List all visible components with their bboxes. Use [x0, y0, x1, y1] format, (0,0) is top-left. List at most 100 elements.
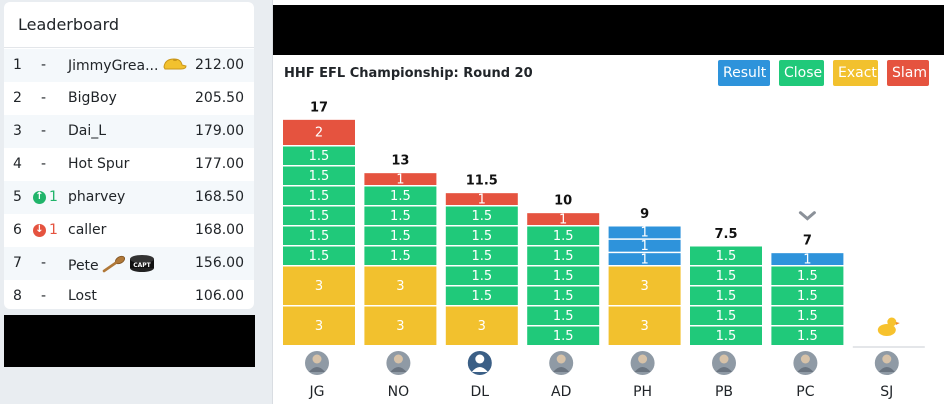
player-score: 156.00 — [195, 255, 244, 271]
leaderboard-row[interactable]: 8 - Lost 106.00 — [4, 280, 254, 309]
player-initials: PB — [715, 384, 733, 400]
bar-segment-close[interactable] — [527, 326, 600, 345]
segment-value: 1.5 — [553, 229, 574, 244]
player-name-cell: caller — [68, 222, 106, 238]
bar-segment-result[interactable] — [608, 239, 681, 252]
player-score: 179.00 — [195, 123, 244, 139]
segment-value: 3 — [640, 279, 648, 294]
player-name-cell: Dai_L — [68, 123, 106, 139]
arrow-down-icon: ↓ — [33, 223, 46, 237]
player-score: 177.00 — [195, 156, 244, 172]
bar-segment-exact[interactable] — [364, 306, 437, 345]
bar-segment-close[interactable] — [283, 226, 355, 246]
chevron-down-icon[interactable] — [798, 211, 816, 221]
segment-value: 1.5 — [716, 269, 737, 284]
player-score: 168.00 — [195, 222, 244, 238]
bar-segment-result[interactable] — [608, 253, 681, 266]
filter-close-button[interactable]: Close — [779, 60, 824, 86]
leaderboard-row[interactable]: 5 ↑ 1 pharvey 168.50 — [4, 181, 254, 214]
leaderboard-row[interactable]: 2 - BigBoy 205.50 — [4, 82, 254, 115]
rubber-duck-beak — [895, 322, 900, 325]
player-name: Lost — [68, 288, 97, 304]
bar-segment-close[interactable] — [283, 206, 355, 226]
bar-segment-close[interactable] — [527, 266, 600, 286]
bar-segment-close[interactable] — [445, 246, 518, 266]
avatar-body — [797, 367, 814, 372]
bar-segment-exact[interactable] — [608, 306, 681, 345]
player-initials: PH — [633, 384, 652, 400]
bar-segment-close[interactable] — [283, 186, 355, 206]
bar-segment-close[interactable] — [771, 286, 844, 306]
bar-segment-exact[interactable] — [283, 306, 355, 345]
bar-segment-exact[interactable] — [445, 306, 518, 345]
round-stacked-chart: 331.51.51.51.51.51.5217JG331.51.51.51.51… — [283, 100, 925, 400]
rank-number: 1 — [13, 57, 22, 73]
avatar-head — [638, 354, 648, 364]
leaderboard-row[interactable]: 4 - Hot Spur 177.00 — [4, 148, 254, 181]
leaderboard-row[interactable]: 6 ↓ 1 caller 168.00 — [4, 214, 254, 247]
arrow-up-icon: ↑ — [33, 190, 46, 204]
bar-segment-close[interactable] — [771, 326, 844, 345]
bar-segment-result[interactable] — [608, 226, 681, 239]
bar-segment-close[interactable] — [364, 206, 437, 226]
segment-value: 1.5 — [716, 249, 737, 264]
bar-segment-close[interactable] — [527, 306, 600, 326]
rank-movement: ↓ 1 — [33, 222, 63, 238]
bar-segment-close[interactable] — [690, 306, 762, 326]
bar-segment-close[interactable] — [445, 226, 518, 246]
bar-segment-close[interactable] — [690, 326, 762, 345]
segment-value: 3 — [315, 279, 323, 294]
bar-segment-close[interactable] — [690, 266, 762, 286]
filter-result-button[interactable]: Result — [718, 60, 770, 86]
bar-segment-close[interactable] — [445, 266, 518, 286]
bar-segment-exact[interactable] — [364, 266, 437, 306]
leaderboard-row[interactable]: 1 - JimmyGrea... 212.00 — [4, 49, 254, 82]
bar-segment-close[interactable] — [364, 186, 437, 206]
bar-segment-close[interactable] — [771, 306, 844, 326]
bar-segment-close[interactable] — [527, 246, 600, 266]
no-change-dash: - — [41, 255, 47, 271]
bar-segment-close[interactable] — [283, 166, 355, 186]
player-initials: JG — [309, 384, 325, 400]
bar-segment-close[interactable] — [283, 246, 355, 266]
bar-segment-close[interactable] — [690, 286, 762, 306]
bar-total-label: 9 — [640, 207, 649, 222]
rank-movement: - — [33, 156, 63, 172]
bar-segment-slam[interactable] — [283, 119, 355, 146]
player-name-cell: Hot Spur — [68, 156, 129, 172]
segment-value: 3 — [396, 319, 404, 334]
bar-segment-slam[interactable] — [445, 193, 518, 206]
avatar-head — [882, 354, 892, 364]
avatar-head — [800, 354, 810, 364]
movement-value: 1 — [49, 222, 58, 238]
player-initials: AD — [551, 384, 571, 400]
bar-segment-close[interactable] — [283, 146, 355, 166]
leaderboard-panel: Leaderboard 1 - JimmyGrea... 212.00 2 - BigBoy… — [4, 2, 254, 309]
player-name: Pete — [68, 258, 99, 274]
bar-segment-close[interactable] — [364, 246, 437, 266]
leaderboard-row[interactable]: 3 - Dai_L 179.00 — [4, 115, 254, 148]
filter-exact-button[interactable]: Exact — [833, 60, 878, 86]
rank-movement: - — [33, 90, 63, 106]
segment-value: 1.5 — [309, 149, 330, 164]
player-name-cell: pharvey — [68, 189, 125, 205]
filter-slam-button[interactable]: Slam — [887, 60, 929, 86]
leaderboard-row[interactable]: 7 - Pete CAPT 156.00 — [4, 247, 254, 280]
bar-segment-slam[interactable] — [527, 213, 600, 226]
bar-segment-exact[interactable] — [283, 266, 355, 306]
rank-number: 5 — [13, 189, 22, 205]
bar-segment-slam[interactable] — [364, 173, 437, 186]
segment-value: 1.5 — [471, 249, 492, 264]
bar-segment-close[interactable] — [527, 286, 600, 306]
bar-segment-close[interactable] — [771, 266, 844, 286]
segment-value: 1.5 — [797, 329, 818, 344]
bar-segment-close[interactable] — [690, 246, 762, 266]
bar-segment-close[interactable] — [445, 206, 518, 226]
bar-segment-close[interactable] — [445, 286, 518, 306]
bar-segment-close[interactable] — [364, 226, 437, 246]
player-name-cell: BigBoy — [68, 90, 117, 106]
bar-segment-result[interactable] — [771, 253, 844, 266]
bar-segment-exact[interactable] — [608, 266, 681, 306]
rank-number: 6 — [13, 222, 22, 238]
bar-segment-close[interactable] — [527, 226, 600, 246]
